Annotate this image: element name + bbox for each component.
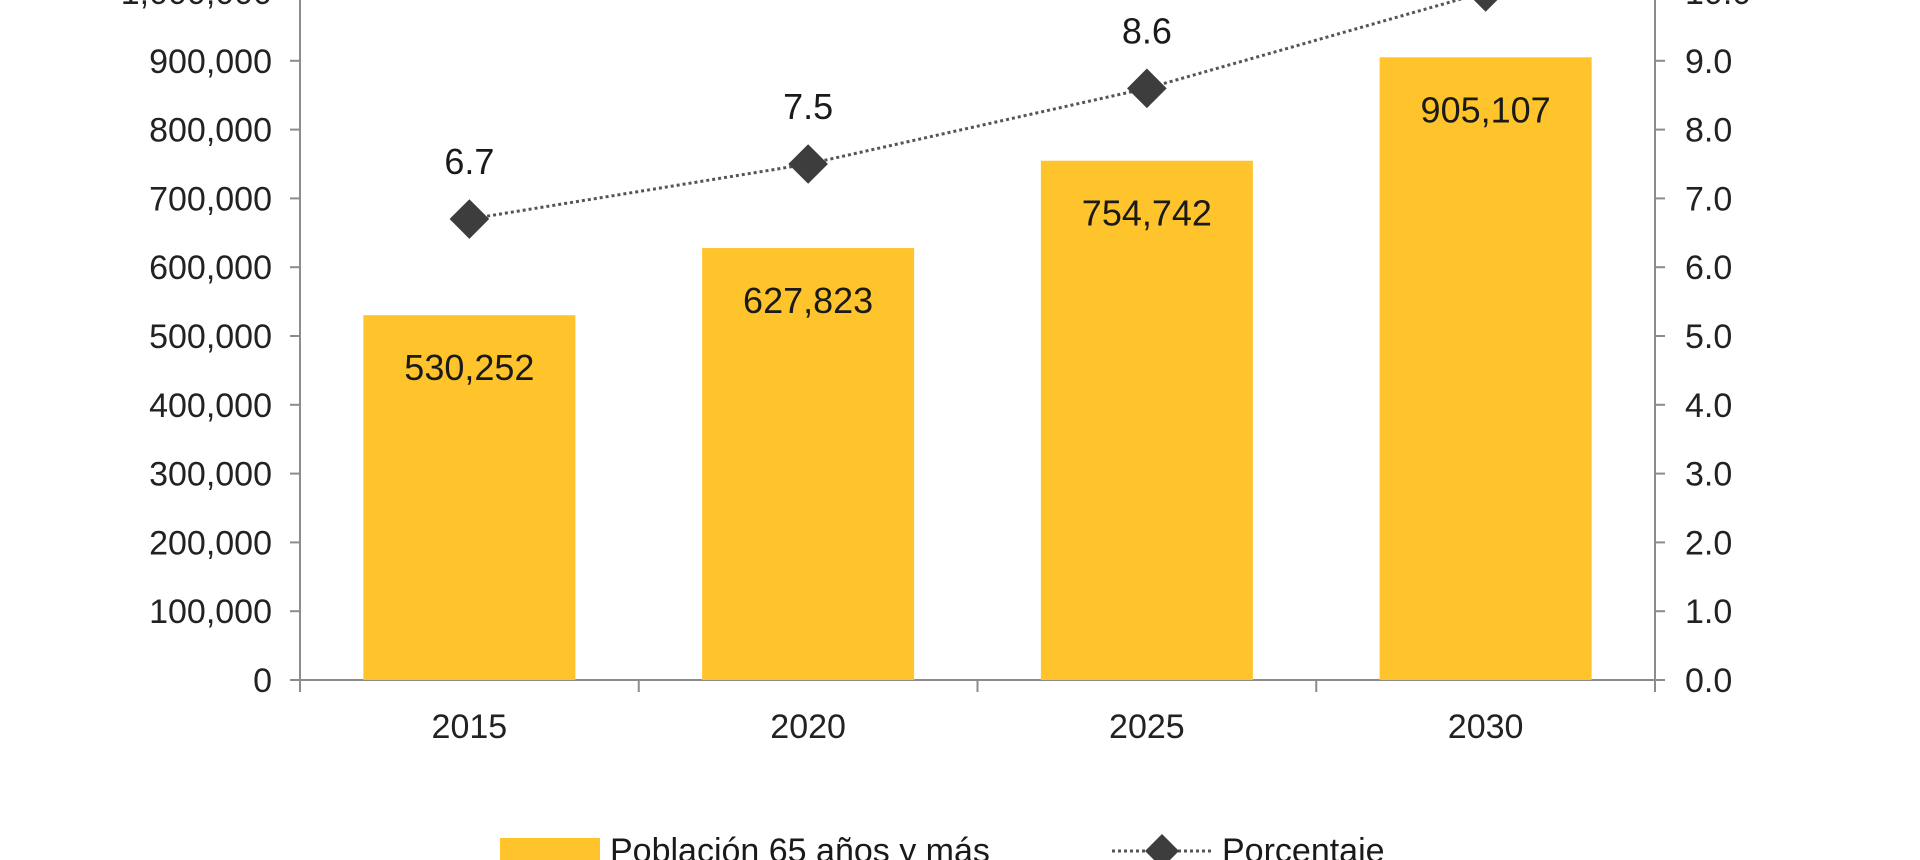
y-right-tick-label: 7.0 xyxy=(1685,180,1732,218)
y-left-tick-label: 900,000 xyxy=(149,43,272,81)
percentage-marker xyxy=(788,144,828,184)
y-right-tick-label: 9.0 xyxy=(1685,43,1732,81)
line-layer xyxy=(449,0,1506,239)
labels-layer: 530,252 627,823 754,742 905,107 6.7 7.5 8.6 xyxy=(404,10,1550,388)
x-tick-label: 2030 xyxy=(1448,708,1524,746)
y-right-tick-label: 4.0 xyxy=(1685,387,1732,425)
legend-label-line: Porcentaje xyxy=(1222,832,1385,860)
y-right-tick-label: 8.0 xyxy=(1685,112,1732,150)
legend-marker-swatch xyxy=(1145,834,1179,860)
y-left-tick-label: 600,000 xyxy=(149,249,272,287)
line-value-label: 7.5 xyxy=(783,86,833,127)
y-left-tick-label: 800,000 xyxy=(149,112,272,150)
bars-layer xyxy=(363,57,1592,681)
legend-swatch-bar xyxy=(500,838,600,860)
y-right-tick-label: 5.0 xyxy=(1685,318,1732,356)
bar-value-label: 530,252 xyxy=(404,347,534,388)
bar-value-label: 905,107 xyxy=(1421,89,1551,130)
y-right-tick-label: 10.0 xyxy=(1685,0,1751,12)
bar-value-label: 627,823 xyxy=(743,280,873,321)
y-left-tick-label: 400,000 xyxy=(149,387,272,425)
y-left-tick-label: 300,000 xyxy=(149,456,272,494)
y-right-tick-label: 3.0 xyxy=(1685,456,1732,494)
x-tick-label: 2020 xyxy=(770,708,846,746)
percentage-marker xyxy=(1465,0,1506,12)
x-tick-label: 2015 xyxy=(432,708,508,746)
percentage-marker xyxy=(1127,68,1167,109)
bar xyxy=(702,248,915,680)
percentage-marker xyxy=(449,199,490,239)
y-right-tick-label: 0.0 xyxy=(1685,662,1732,700)
line-value-label: 8.6 xyxy=(1122,10,1172,51)
y-right-tick-label: 1.0 xyxy=(1685,593,1732,631)
line-value-label: 6.7 xyxy=(444,141,494,182)
bar xyxy=(1379,57,1592,681)
legend: Población 65 años y más Porcentaje xyxy=(500,832,1385,860)
y-left-tick-label: 100,000 xyxy=(149,593,272,631)
bar xyxy=(1040,160,1253,681)
y-right-tick-label: 2.0 xyxy=(1685,524,1732,562)
percentage-line xyxy=(469,0,1463,221)
y-left-tick-label: 1,000,000 xyxy=(121,0,272,12)
y-right-tick-label: 6.0 xyxy=(1685,249,1732,287)
bar xyxy=(363,315,576,680)
bar-value-label: 754,742 xyxy=(1082,193,1212,234)
y-left-tick-label: 0 xyxy=(253,662,272,700)
y-left-tick-label: 200,000 xyxy=(149,524,272,562)
y-left-tick-label: 700,000 xyxy=(149,180,272,218)
x-tick-label: 2025 xyxy=(1109,708,1185,746)
legend-label-bar: Población 65 años y más xyxy=(610,832,990,860)
y-left-tick-label: 500,000 xyxy=(149,318,272,356)
